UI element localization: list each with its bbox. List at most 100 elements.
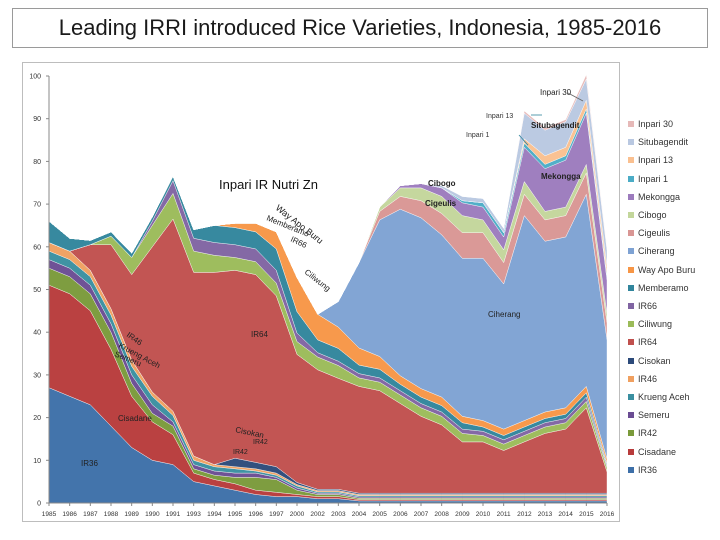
legend-swatch — [628, 357, 634, 364]
x-tick-label: 1985 — [42, 511, 57, 518]
annotation-inpari-30: Inpari 30 — [540, 88, 572, 97]
x-tick-label: 2005 — [372, 511, 387, 518]
legend-label: Way Apo Buru — [638, 264, 696, 275]
legend-swatch — [628, 121, 634, 127]
legend-swatch — [628, 157, 634, 164]
annotation-situbagendit: Situbagendit — [531, 121, 580, 130]
legend-swatch — [628, 321, 634, 328]
y-tick-label: 10 — [33, 458, 41, 465]
chart-frame: 0 10 20 30 40 50 60 70 80 90 100 1985 1986 1987 1988 19… — [22, 62, 620, 522]
x-tick-label: 1990 — [145, 511, 160, 518]
legend-item-ir66: IR66 — [628, 299, 657, 313]
x-tick-label: 2012 — [517, 511, 532, 518]
y-tick-label: 70 — [33, 202, 41, 209]
legend-item-cigeulis: Cigeulis — [628, 226, 670, 240]
legend-item-inpari-1: Inpari 1 — [628, 172, 668, 186]
legend-label: IR64 — [638, 337, 658, 348]
x-tick-label: 2004 — [352, 511, 367, 518]
annotation-ciherang: Ciherang — [488, 310, 520, 319]
legend-label: Ciherang — [638, 246, 675, 257]
legend-label: Memberamo — [638, 282, 689, 293]
x-tick-label: 1986 — [62, 511, 77, 518]
legend-item-memberamo: Memberamo — [628, 281, 689, 295]
chart-title: Leading IRRI introduced Rice Varieties, … — [58, 15, 662, 40]
legend-label: Inpari 1 — [638, 173, 669, 184]
annotation-inpari-1: Inpari 1 — [466, 132, 489, 139]
legend-swatch — [628, 303, 634, 309]
x-tick-label: 2009 — [455, 511, 470, 518]
annotation-ciliwung: Ciliwung — [303, 267, 332, 293]
legend-swatch — [628, 412, 634, 419]
annotation-ir42: IR42 — [233, 449, 248, 456]
legend-label: Cibogo — [638, 210, 667, 220]
legend-swatch — [628, 339, 634, 346]
x-tick-label: 2008 — [434, 511, 449, 518]
y-tick-label: 0 — [37, 501, 41, 508]
legend-item-semeru: Semeru — [628, 408, 670, 422]
legend-label: IR66 — [638, 301, 658, 311]
x-tick-label: 1989 — [124, 511, 139, 518]
legend-swatch — [628, 448, 634, 455]
y-tick-label: 60 — [33, 244, 41, 251]
legend-swatch — [628, 266, 634, 273]
x-tick-label: 2000 — [290, 511, 305, 518]
annotation-ir36: IR36 — [81, 459, 98, 468]
x-tick-label: 1993 — [186, 511, 201, 518]
y-tick-label: 80 — [33, 159, 41, 166]
legend-swatch — [628, 193, 634, 200]
chart-subtitle: Inpari IR Nutri Zn — [219, 177, 318, 192]
legend-label: IR46 — [638, 373, 658, 384]
legend-item-ir64: IR64 — [628, 335, 657, 349]
legend-item-inpari-13: Inpari 13 — [628, 153, 673, 167]
legend-item-ciherang: Ciherang — [628, 244, 675, 258]
x-tick-label: 2015 — [579, 511, 594, 518]
annotation-cigeulis: Cigeulis — [425, 199, 457, 208]
legend-item-way-apo-buru: Way Apo Buru — [628, 263, 695, 277]
legend-item-cibogo: Cibogo — [628, 208, 667, 222]
area-chart: 0 10 20 30 40 50 60 70 80 90 100 1985 1986 1987 1988 19… — [29, 74, 614, 519]
legend-swatch — [628, 212, 634, 218]
legend-swatch — [628, 466, 634, 473]
legend-item-situbagendit: Situbagendit — [628, 135, 688, 149]
y-tick-label: 100 — [29, 74, 41, 81]
legend-label: Cisadane — [638, 446, 677, 457]
y-tick-label: 90 — [33, 116, 41, 123]
legend-item-inpari-30: Inpari 30 — [628, 117, 673, 131]
legend-label: Cisokan — [638, 355, 671, 366]
legend-label: Cigeulis — [638, 228, 671, 239]
legend-label: Inpari 30 — [638, 119, 674, 129]
leader-inpari-30 — [567, 92, 584, 102]
legend-label: Krueng Aceh — [638, 392, 690, 402]
y-tick-label: 30 — [33, 372, 41, 379]
legend-item-ir42: IR42 — [628, 426, 657, 440]
x-tick-label: 1994 — [207, 511, 222, 518]
legend-item-ir46: IR46 — [628, 372, 657, 386]
y-tick-label: 50 — [33, 287, 41, 294]
annotation-cibogo: Cibogo — [428, 179, 456, 188]
legend-swatch — [628, 230, 634, 237]
y-tick-label: 40 — [33, 330, 41, 337]
y-tick-label: 20 — [33, 415, 41, 422]
annotation-cisadane: Cisadane — [118, 414, 152, 423]
legend-label: Inpari 13 — [638, 155, 674, 166]
legend-swatch — [628, 430, 634, 437]
legend-item-cisadane: Cisadane — [628, 445, 676, 459]
annotation-ir42: IR42 — [253, 439, 268, 446]
legend-swatch — [628, 248, 634, 255]
legend-label: IR42 — [638, 428, 658, 439]
annotation-mekongga: Mekongga — [541, 172, 581, 181]
legend-item-ciliwung: Ciliwung — [628, 317, 672, 331]
x-tick-label: 1997 — [269, 511, 284, 518]
annotation-ir64: IR64 — [251, 330, 268, 339]
legend-swatch — [628, 284, 634, 291]
legend-label: Situbagendit — [638, 137, 689, 148]
title-bar: Leading IRRI introduced Rice Varieties, … — [12, 8, 708, 48]
x-tick-label: 2006 — [393, 511, 408, 518]
legend-label: IR36 — [638, 464, 658, 475]
leader-inpari-1 — [518, 134, 529, 146]
x-tick-label: 2011 — [497, 511, 511, 518]
legend-item-krueng-aceh: Krueng Aceh — [628, 390, 690, 404]
x-tick-label: 1996 — [248, 511, 263, 518]
x-tick-label: 1995 — [228, 511, 243, 518]
legend-label: Semeru — [638, 410, 670, 421]
